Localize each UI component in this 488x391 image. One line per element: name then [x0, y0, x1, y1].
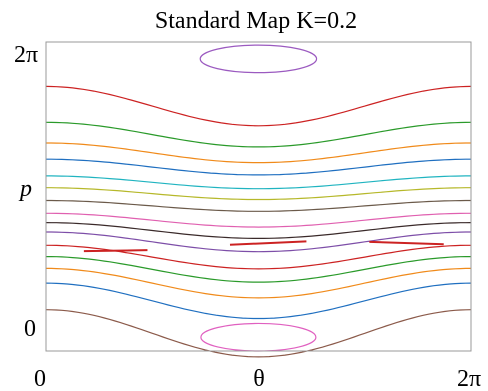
island-segment-18	[369, 240, 444, 246]
island-orbit-20	[200, 322, 317, 352]
plot-area	[45, 44, 472, 358]
plot-frame	[45, 41, 472, 352]
island-segment-16	[83, 249, 148, 253]
series-curve-4	[46, 256, 471, 283]
x-axis-label: θ	[253, 366, 265, 391]
y-tick-label-top: 2π	[14, 42, 38, 68]
series-curve-13	[46, 142, 471, 164]
series-curve-14	[45, 121, 472, 148]
series-curve-1	[45, 309, 472, 358]
chart-title: Standard Map K=0.2	[155, 8, 357, 34]
x-tick-label-left: 0	[34, 366, 46, 391]
series-curve-3	[46, 267, 471, 299]
series-curve-15	[45, 85, 472, 127]
y-tick-label-bottom: 0	[24, 316, 36, 342]
series-curve-11	[46, 175, 471, 190]
series-curve-10	[46, 187, 471, 201]
y-axis-label: p	[18, 176, 32, 202]
x-tick-label-right: 2π	[457, 366, 481, 391]
series-curve-7	[45, 222, 472, 239]
island-orbit-19	[199, 44, 318, 74]
series-curve-12	[46, 158, 471, 176]
series-curve-6	[46, 231, 471, 253]
series-curve-8	[46, 212, 471, 228]
series-curve-2	[45, 282, 472, 320]
series-curve-9	[46, 199, 471, 212]
island-segment-17	[229, 240, 307, 246]
series-curve-5	[46, 244, 471, 270]
